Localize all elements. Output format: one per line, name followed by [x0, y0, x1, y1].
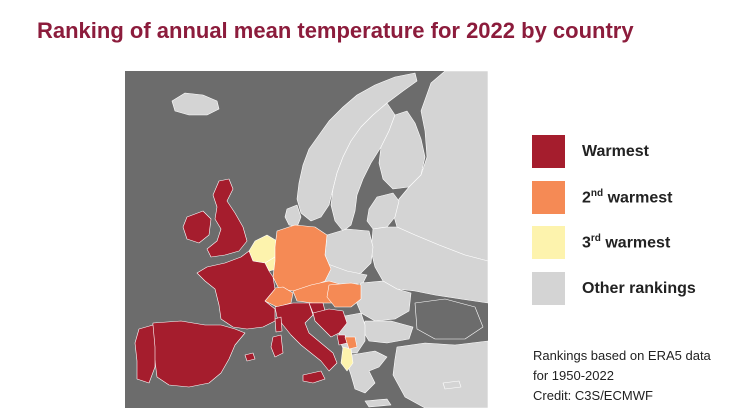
legend-ordinal-second: 2 [582, 189, 591, 207]
note-line-2: for 1950-2022 [533, 368, 614, 383]
region-balearics [244, 352, 256, 362]
region-great-britain [206, 178, 248, 258]
region-portugal [134, 324, 156, 384]
legend-swatch-third [532, 226, 565, 259]
source-notes: Rankings based on ERA5 data for 1950-202… [533, 346, 711, 406]
region-montenegro [336, 334, 348, 346]
legend-suffix-third: rd [590, 232, 601, 244]
legend-label-second: 2nd warmest [582, 188, 673, 207]
region-cyprus [442, 380, 462, 390]
region-france [196, 250, 276, 330]
legend-item-warmest: Warmest [532, 135, 649, 168]
region-belarus-ukraine [370, 226, 488, 304]
region-romania [354, 280, 412, 322]
legend-swatch-other [532, 272, 565, 305]
legend-suffix-second: nd [590, 187, 604, 199]
region-sardinia [270, 334, 284, 358]
region-kosovo [344, 336, 358, 350]
region-sicily [302, 370, 326, 384]
region-ireland [182, 210, 212, 244]
black-sea [414, 298, 484, 340]
region-crete [364, 398, 392, 408]
region-greece [346, 350, 388, 394]
legend-label-third: 3rd warmest [582, 233, 670, 252]
legend-ordinal-third: 3 [582, 234, 591, 252]
region-germany [272, 224, 332, 292]
region-iceland [171, 92, 220, 116]
legend-label-warmest: Warmest [582, 142, 649, 160]
credit-line: Credit: C3S/ECMWF [533, 388, 653, 403]
legend-label-other: Other rankings [582, 279, 696, 297]
legend-text-second: warmest [603, 189, 673, 207]
legend-item-other: Other rankings [532, 272, 696, 305]
chart-title: Ranking of annual mean temperature for 2… [37, 18, 634, 43]
region-turkey [392, 340, 488, 408]
legend-swatch-warmest [532, 135, 565, 168]
note-line-1: Rankings based on ERA5 data [533, 348, 711, 363]
region-hungary [326, 282, 362, 308]
legend-swatch-second [532, 181, 565, 214]
region-croatia-bosnia [312, 308, 348, 338]
legend-item-second: 2nd warmest [532, 181, 673, 214]
region-spain [150, 320, 246, 388]
map-svg [125, 71, 488, 408]
region-italy [274, 302, 338, 372]
legend-item-third: 3rd warmest [532, 226, 670, 259]
region-corsica [274, 316, 283, 333]
europe-map [125, 71, 488, 408]
legend-text-third: warmest [600, 234, 671, 252]
